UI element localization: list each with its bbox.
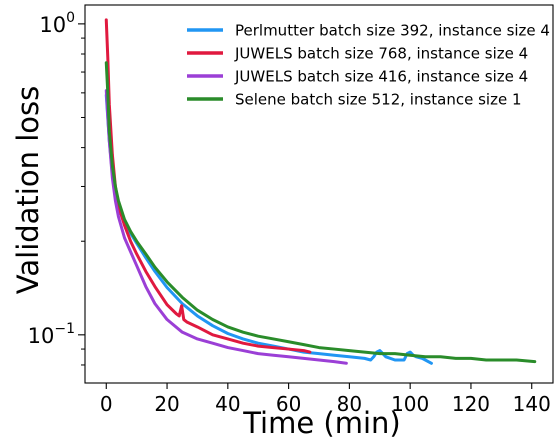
x-tick-label-100: 100 bbox=[391, 392, 429, 416]
y-tick-label-1: 100 bbox=[39, 10, 75, 37]
x-tick-label-40: 40 bbox=[215, 392, 240, 416]
x-tick-label-120: 120 bbox=[452, 392, 490, 416]
series-line-4 bbox=[104, 61, 537, 364]
series-layer bbox=[104, 18, 537, 365]
y-axis-title: Validation loss bbox=[11, 86, 45, 294]
x-tick-label-60: 60 bbox=[276, 392, 301, 416]
axes-layer bbox=[84, 4, 554, 384]
legend-label-3: JUWELS batch size 416, instance size 4 bbox=[234, 68, 528, 86]
legend-label-4: Selene batch size 512, instance size 1 bbox=[235, 91, 522, 109]
x-tick-label-80: 80 bbox=[337, 392, 362, 416]
plot-frame bbox=[84, 4, 554, 384]
y-tick-label-2: 10−1 bbox=[28, 321, 75, 348]
x-axis-title: Time (min) bbox=[242, 406, 401, 438]
legend-label-2: JUWELS batch size 768, instance size 4 bbox=[234, 45, 528, 63]
ticks-layer: 0 20 40 60 80 100 120 140 100 10−1 bbox=[28, 10, 551, 416]
series-line-3 bbox=[104, 89, 348, 365]
x-tick-label-140: 140 bbox=[513, 392, 551, 416]
legend: Perlmutter batch size 392, instance size… bbox=[187, 22, 550, 109]
x-tick-label-0: 0 bbox=[100, 392, 113, 416]
legend-label-1: Perlmutter batch size 392, instance size… bbox=[235, 22, 550, 40]
x-tick-label-20: 20 bbox=[154, 392, 179, 416]
